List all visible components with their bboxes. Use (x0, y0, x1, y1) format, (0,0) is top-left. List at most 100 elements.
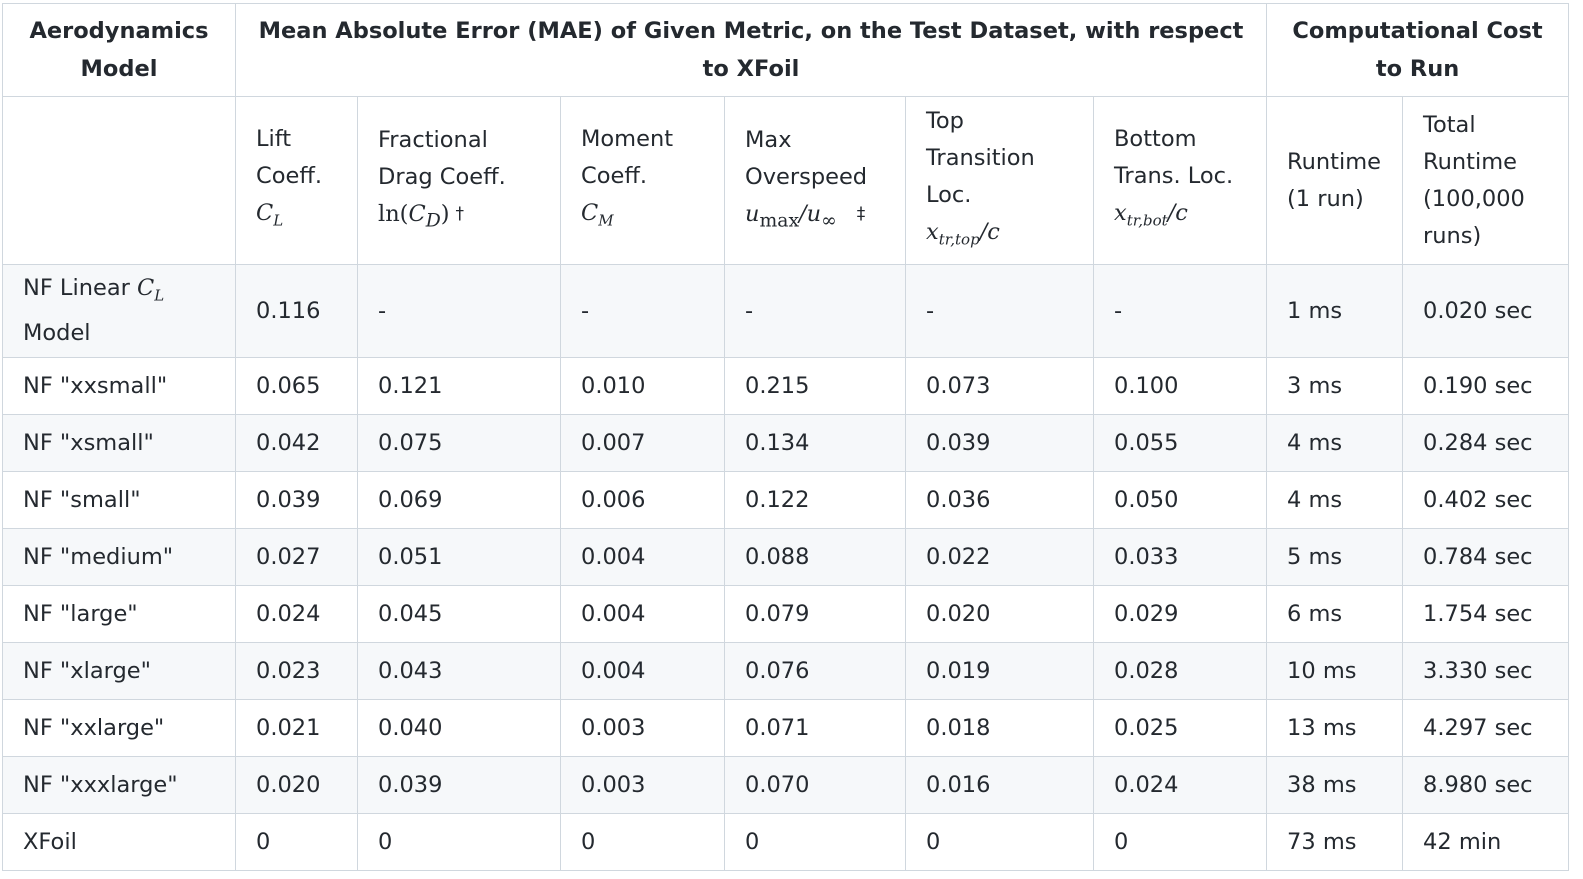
drag-coeff-cell: 0 (357, 813, 561, 871)
total-runtime-cell: 42 min (1402, 813, 1570, 871)
bottom-transition-cell: - (1092, 264, 1268, 358)
overspeed-cell: 0.088 (724, 528, 906, 586)
lift-coeff-cell: 0.039 (235, 471, 358, 529)
overspeed-label: Max Overspeed (745, 126, 868, 190)
top-transition-cell: 0.036 (905, 471, 1094, 529)
drag-coeff-header: Fractional Drag Coeff. ln(CD) † (357, 96, 561, 265)
runtime-one-run-cell: 5 ms (1266, 528, 1404, 586)
drag-coeff-label: Fractional Drag Coeff. (378, 126, 506, 190)
bottom-transition-cell: 0.055 (1092, 414, 1268, 472)
model-name-cell: XFoil (2, 813, 236, 871)
overspeed-cell: 0.070 (724, 756, 906, 814)
lift-coeff-cell: 0.027 (235, 528, 358, 586)
runtime-one-run-cell: 1 ms (1266, 264, 1404, 358)
table-row: NF "xxsmall" 0.065 0.121 0.010 0.215 0.073 0.1… (2, 357, 1570, 415)
overspeed-cell: 0.122 (724, 471, 906, 529)
subheader-row: Lift Coeff. CL Fractional Drag Coeff. ln… (2, 96, 1570, 265)
bottom-transition-symbol: xtr,bot/c (1114, 200, 1188, 230)
moment-coeff-cell: 0.004 (560, 642, 725, 700)
total-runtime-cell: 8.980 sec (1402, 756, 1570, 814)
table-row: NF Linear CL Model 0.116- - - - -1 ms 0.020 sec (2, 264, 1570, 358)
table-row: NF "small" 0.039 0.069 0.006 0.122 0.036 0.050… (2, 471, 1570, 529)
runtime-one-run-header: Runtime (1 run) (1266, 96, 1404, 265)
lift-coeff-cell: 0.020 (235, 756, 358, 814)
total-runtime-header: Total Runtime (100,000 runs) (1402, 96, 1570, 265)
drag-coeff-cell: 0.121 (357, 357, 561, 415)
lift-coeff-header: Lift Coeff. CL (235, 96, 358, 265)
overspeed-cell: 0 (724, 813, 906, 871)
model-name-cell: NF "xxsmall" (2, 357, 236, 415)
top-transition-cell: 0.018 (905, 699, 1094, 757)
bottom-transition-label: Bottom Trans. Loc. (1114, 126, 1234, 190)
table-row: NF "medium" 0.027 0.051 0.004 0.088 0.022 0.03… (2, 528, 1570, 586)
moment-coeff-cell: 0.004 (560, 528, 725, 586)
total-runtime-cell: 0.784 sec (1402, 528, 1570, 586)
lift-coeff-label: Lift Coeff. (256, 126, 322, 190)
drag-coeff-cell: 0.039 (357, 756, 561, 814)
bottom-transition-header: Bottom Trans. Loc. xtr,bot/c (1092, 96, 1268, 265)
lift-coeff-cell: 0.023 (235, 642, 358, 700)
cost-group-header: Computational Cost to Run (1266, 3, 1570, 97)
moment-coeff-cell: 0.003 (560, 699, 725, 757)
bottom-transition-cell: 0.029 (1092, 585, 1268, 643)
top-transition-cell: 0.073 (905, 357, 1094, 415)
total-runtime-cell: 4.297 sec (1402, 699, 1570, 757)
drag-coeff-cell: 0.075 (357, 414, 561, 472)
top-transition-cell: 0.016 (905, 756, 1094, 814)
model-name-cell: NF "xxlarge" (2, 699, 236, 757)
top-transition-cell: - (905, 264, 1094, 358)
moment-coeff-header: Moment Coeff. CM (560, 96, 725, 265)
drag-coeff-cell: 0.043 (357, 642, 561, 700)
bottom-transition-cell: 0.028 (1092, 642, 1268, 700)
top-transition-cell: 0.020 (905, 585, 1094, 643)
runtime-one-run-cell: 13 ms (1266, 699, 1404, 757)
top-transition-header: Top Transition Loc. xtr,top/c (905, 96, 1094, 265)
lift-coeff-cell: 0.065 (235, 357, 358, 415)
bottom-transition-cell: 0.050 (1092, 471, 1268, 529)
lift-coeff-cell: 0.024 (235, 585, 358, 643)
table-row: NF "large" 0.024 0.045 0.004 0.079 0.020 0.029… (2, 585, 1570, 643)
table-row: XFoil 0 0 0 0 0 0 73 ms 42 min (2, 813, 1570, 871)
drag-coeff-cell: - (357, 264, 561, 358)
total-runtime-cell: 1.754 sec (1402, 585, 1570, 643)
moment-coeff-cell: 0.006 (560, 471, 725, 529)
runtime-one-run-cell: 6 ms (1266, 585, 1404, 643)
moment-coeff-symbol: CM (581, 200, 614, 230)
top-transition-cell: 0 (905, 813, 1094, 871)
total-runtime-cell: 3.330 sec (1402, 642, 1570, 700)
bottom-transition-cell: 0.024 (1092, 756, 1268, 814)
model-name-cell: NF "xlarge" (2, 642, 236, 700)
runtime-one-run-cell: 38 ms (1266, 756, 1404, 814)
table-row: NF "xxlarge" 0.021 0.040 0.003 0.071 0.018 0.0… (2, 699, 1570, 757)
moment-coeff-cell: 0.010 (560, 357, 725, 415)
header-row: Aerodynamics Model Mean Absolute Error (… (2, 3, 1570, 97)
top-transition-cell: 0.022 (905, 528, 1094, 586)
table-row: NF "xsmall" 0.042 0.075 0.007 0.134 0.039 0.05… (2, 414, 1570, 472)
overspeed-cell: - (724, 264, 906, 358)
lift-coeff-cell: 0.042 (235, 414, 358, 472)
model-name-cell: NF "large" (2, 585, 236, 643)
drag-coeff-cell: 0.045 (357, 585, 561, 643)
overspeed-header: Max Overspeed umax/u∞ ‡ (724, 96, 906, 265)
top-transition-label: Top Transition Loc. (926, 107, 1035, 208)
model-name-cell: NF "medium" (2, 528, 236, 586)
total-runtime-cell: 0.402 sec (1402, 471, 1570, 529)
drag-coeff-cell: 0.040 (357, 699, 561, 757)
drag-coeff-cell: 0.051 (357, 528, 561, 586)
lift-coeff-cell: 0.116 (235, 264, 358, 358)
overspeed-cell: 0.076 (724, 642, 906, 700)
top-transition-cell: 0.019 (905, 642, 1094, 700)
runtime-one-run-cell: 10 ms (1266, 642, 1404, 700)
overspeed-cell: 0.215 (724, 357, 906, 415)
overspeed-cell: 0.079 (724, 585, 906, 643)
bottom-transition-cell: 0 (1092, 813, 1268, 871)
moment-coeff-label: Moment Coeff. (581, 126, 674, 190)
drag-coeff-cell: 0.069 (357, 471, 561, 529)
overspeed-cell: 0.134 (724, 414, 906, 472)
overspeed-symbol: umax/u∞ ‡ (745, 200, 866, 232)
model-name-cell: NF Linear CL Model (2, 264, 236, 358)
runtime-one-run-cell: 4 ms (1266, 414, 1404, 472)
lift-coeff-cell: 0 (235, 813, 358, 871)
runtime-one-run-cell: 73 ms (1266, 813, 1404, 871)
